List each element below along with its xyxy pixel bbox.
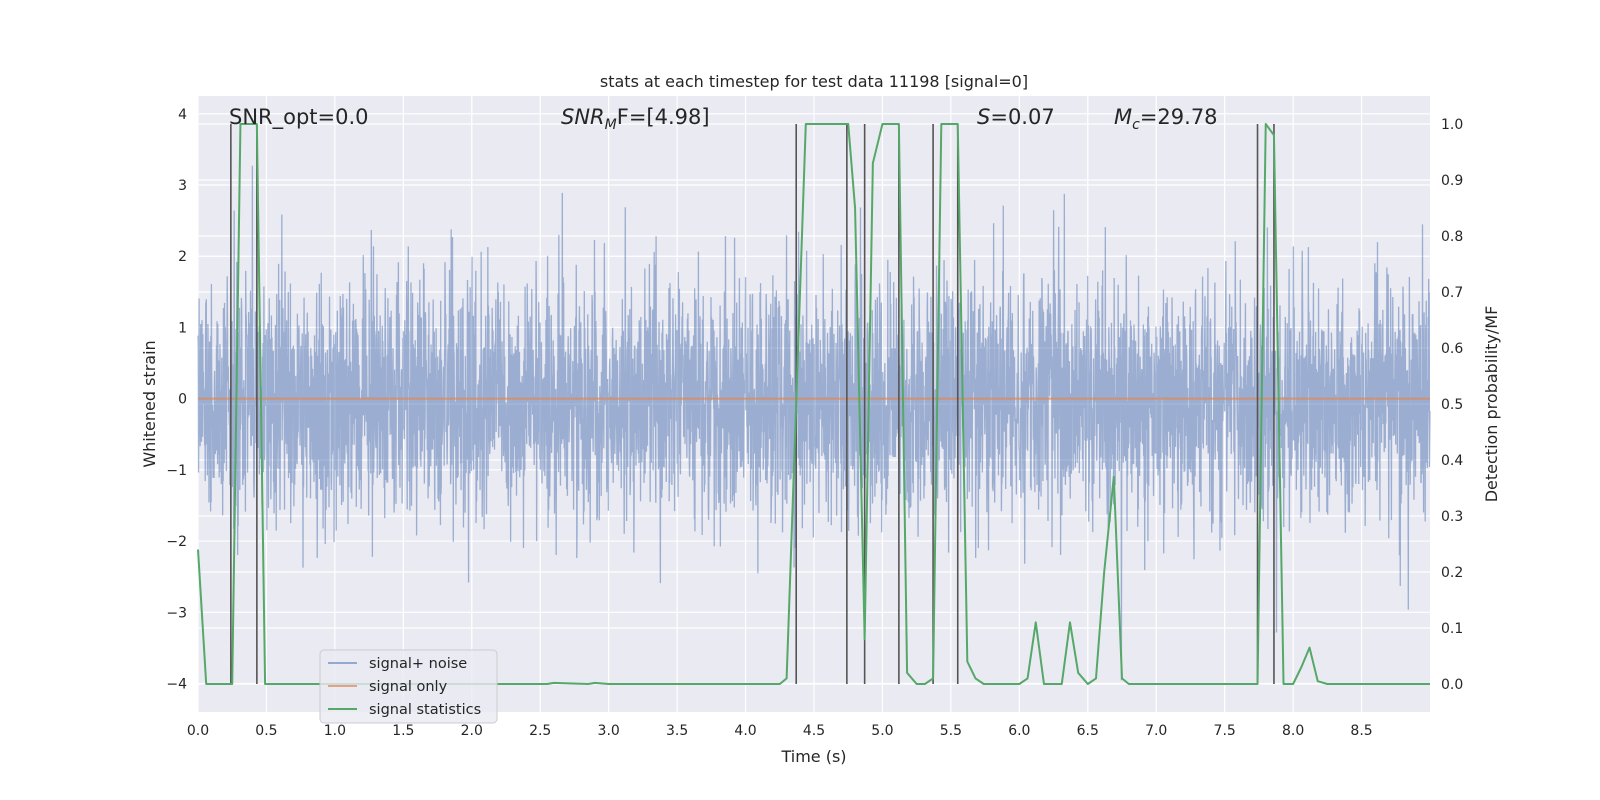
y-tick-labels: −4 −3 −2 −1 0 1 2 3 4	[166, 107, 187, 693]
s-value: =0.07	[990, 105, 1054, 129]
y2-tick-label: 0.9	[1441, 173, 1463, 189]
snr-mf-value: F=[4.98]	[617, 105, 710, 129]
legend-label-signal-only: signal only	[369, 679, 448, 695]
y-axis-title: Whitened strain	[140, 340, 159, 467]
legend-label-signal-noise: signal+ noise	[369, 656, 467, 672]
x-tick-label: 0.0	[187, 723, 209, 739]
y-tick-label: −1	[166, 463, 187, 479]
y2-tick-label: 0.6	[1441, 341, 1463, 357]
y2-tick-label: 0.0	[1441, 677, 1463, 693]
signal-noise-line	[197, 165, 1431, 681]
y2-axis-title: Detection probability/MF	[1482, 306, 1501, 503]
mc-value: =29.78	[1140, 105, 1218, 129]
chart-title: stats at each timestep for test data 111…	[600, 72, 1028, 91]
detection-vlines	[230, 124, 1275, 684]
x-tick-label: 7.5	[1214, 723, 1236, 739]
snr-mf-subscript: M	[605, 117, 617, 133]
legend-box	[319, 649, 498, 724]
x-tick-label: 3.5	[666, 723, 688, 739]
x-tick-label: 4.5	[803, 723, 825, 739]
y-tick-label: 4	[178, 107, 187, 123]
x-tick-labels: 0.0 0.5 1.0 1.5 2.0 2.5 3.0 3.5 4.0 4.5 5.0 5.5 6.0 6…	[187, 723, 1373, 739]
y-tick-label: −2	[166, 534, 187, 550]
signal-statistics-series	[197, 123, 1430, 685]
x-axis-title: Time (s)	[780, 747, 846, 766]
legend-label-signal-statistics: signal statistics	[369, 702, 481, 718]
s-annotation: S=0.07	[977, 105, 1055, 129]
snr-opt-annotation: SNR_opt=0.0	[229, 105, 369, 130]
y2-tick-label: 0.4	[1441, 453, 1463, 469]
signal-noise-series	[197, 165, 1431, 681]
y-tick-label: 0	[178, 392, 187, 408]
x-tick-label: 2.0	[461, 723, 483, 739]
y2-tick-label: 0.7	[1441, 285, 1463, 301]
y2-tick-label: 0.8	[1441, 229, 1463, 245]
x-tick-label: 1.0	[324, 723, 346, 739]
y2-tick-labels: 0.0 0.1 0.2 0.3 0.4 0.5 0.6 0.7 0.8 0.9 1.0	[1441, 117, 1463, 693]
y2-tick-label: 0.5	[1441, 397, 1463, 413]
legend: signal+ noise signal only signal statist…	[319, 649, 498, 724]
y2-tick-label: 0.1	[1441, 621, 1463, 637]
x-tick-label: 5.5	[940, 723, 962, 739]
s-symbol: S	[977, 105, 990, 129]
x-tick-label: 8.0	[1282, 723, 1304, 739]
x-tick-label: 8.5	[1350, 723, 1372, 739]
x-tick-label: 2.5	[529, 723, 551, 739]
x-tick-label: 4.0	[734, 723, 756, 739]
x-tick-label: 0.5	[255, 723, 277, 739]
y2-tick-label: 0.3	[1441, 509, 1463, 525]
mc-annotation: Mc=29.78	[1114, 105, 1218, 133]
snr-mf-base: SNR	[561, 105, 605, 129]
y-tick-label: −3	[166, 605, 187, 621]
mc-base: M	[1114, 105, 1132, 129]
x-tick-label: 7.0	[1145, 723, 1167, 739]
y-tick-label: 2	[178, 249, 187, 265]
x-tick-label: 6.0	[1008, 723, 1030, 739]
y-tick-label: −4	[166, 677, 187, 693]
y-tick-label: 1	[178, 320, 187, 336]
x-tick-label: 3.0	[598, 723, 620, 739]
y2-tick-label: 1.0	[1441, 117, 1463, 133]
snr-mf-annotation: SNRMF=[4.98]	[561, 105, 710, 133]
x-tick-label: 6.5	[1077, 723, 1099, 739]
y2-tick-label: 0.2	[1441, 565, 1463, 581]
mc-subscript: c	[1132, 117, 1140, 133]
x-tick-label: 5.0	[871, 723, 893, 739]
signal-statistics-line	[197, 123, 1430, 685]
y-tick-label: 3	[178, 178, 187, 194]
x-tick-label: 1.5	[392, 723, 414, 739]
